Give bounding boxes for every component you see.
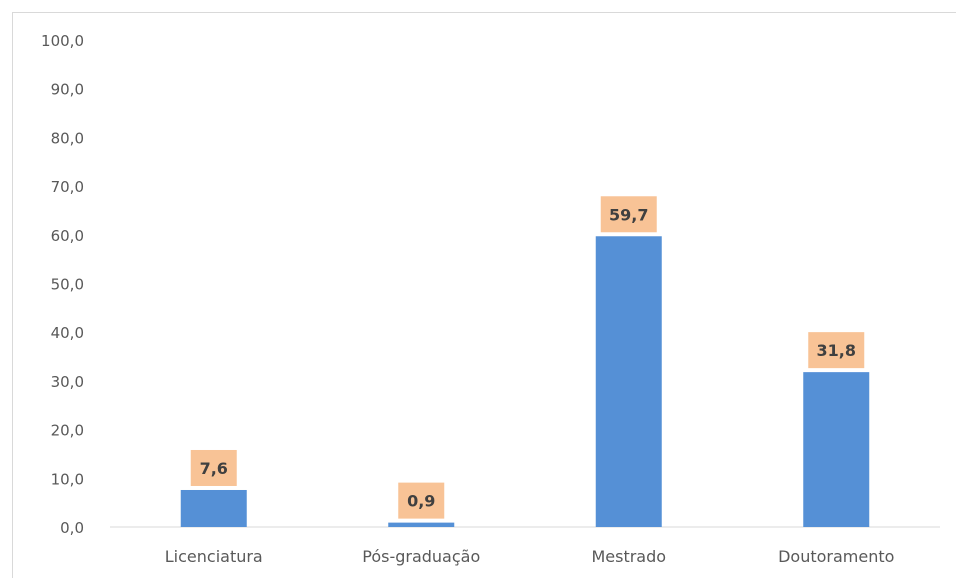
y-tick-label: 20,0	[51, 422, 84, 440]
y-tick-label: 40,0	[51, 324, 84, 342]
chart-frame	[12, 12, 956, 578]
y-tick-label: 60,0	[51, 227, 84, 245]
data-labels: 7,6 0,9 59,7 31,8	[190, 196, 865, 519]
bars	[180, 236, 870, 528]
y-tick-label: 0,0	[60, 519, 84, 537]
bar	[803, 372, 870, 527]
x-tick-label: Pós-graduação	[362, 547, 480, 566]
data-label: 7,6	[200, 459, 228, 478]
y-axis-ticks: 0,0 10,0 20,0 30,0 40,0 50,0 60,0 70,0 80,0 90,0 1…	[41, 32, 84, 537]
x-tick-label: Licenciatura	[165, 547, 263, 566]
bar	[388, 522, 455, 527]
y-tick-label: 100,0	[41, 32, 84, 50]
y-tick-label: 10,0	[51, 470, 84, 488]
x-axis-categories: Licenciatura Pós-graduação Mestrado Doutora…	[165, 547, 895, 566]
bar	[180, 489, 247, 527]
bar	[595, 236, 662, 528]
data-label-background	[600, 196, 657, 233]
data-label-background	[398, 482, 445, 519]
data-label-background	[808, 332, 865, 369]
data-label: 59,7	[609, 205, 648, 224]
y-tick-label: 80,0	[51, 129, 84, 147]
data-label: 0,9	[407, 492, 435, 511]
x-tick-label: Doutoramento	[778, 547, 894, 566]
y-tick-label: 30,0	[51, 373, 84, 391]
y-tick-label: 50,0	[51, 276, 84, 294]
y-tick-label: 70,0	[51, 178, 84, 196]
x-tick-label: Mestrado	[591, 547, 666, 566]
data-label-background	[190, 449, 237, 486]
data-label: 31,8	[817, 341, 856, 360]
y-tick-label: 90,0	[51, 81, 84, 99]
